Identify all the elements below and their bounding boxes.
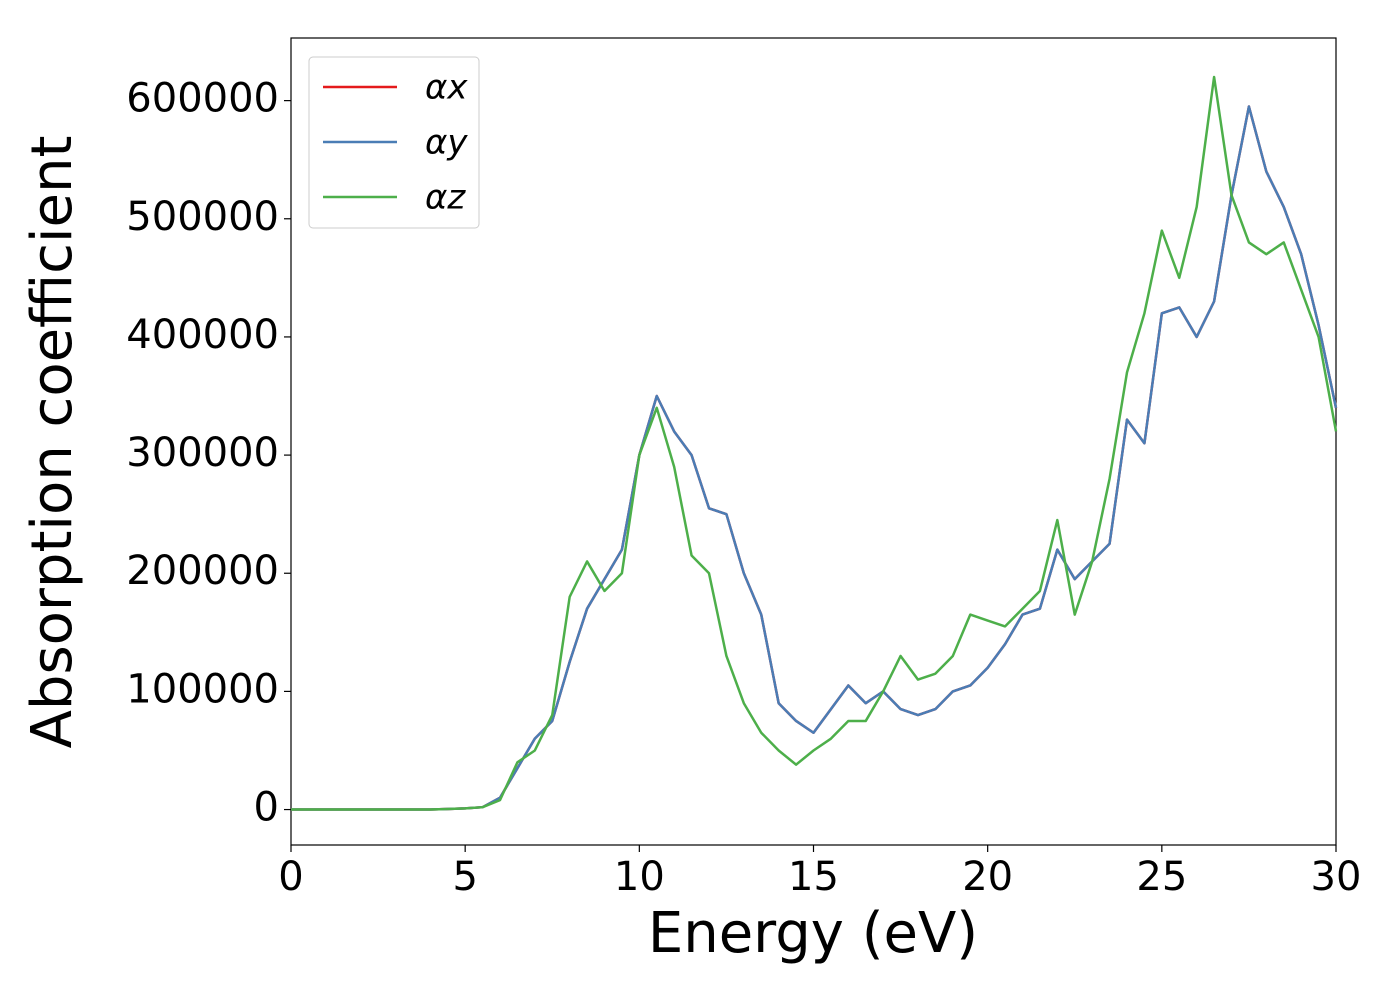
x-tick-label: 20 [962,854,1013,900]
x-tick-label: 10 [614,854,665,900]
y-tick-label: 400000 [126,312,279,358]
x-tick-label: 15 [788,854,839,900]
series-line [291,75,1338,811]
y-tick-label: 500000 [126,194,279,240]
x-tick-label: 30 [1311,854,1362,900]
x-tick-label: 25 [1136,854,1187,900]
x-tick-label: 0 [278,854,303,900]
legend-label: αz [425,178,466,218]
x-tick-label: 5 [452,854,477,900]
y-tick-label: 100000 [126,666,279,712]
y-axis-label: Absorption coefficient [20,136,85,749]
y-tick-label: 300000 [126,430,279,476]
x-axis-label: Energy (eV) [648,901,978,966]
y-tick-label: 0 [254,785,279,831]
y-tick-label: 200000 [126,548,279,594]
legend-label: αy [425,123,468,163]
y-tick-label: 600000 [126,76,279,122]
legend-label: αx [425,68,468,108]
